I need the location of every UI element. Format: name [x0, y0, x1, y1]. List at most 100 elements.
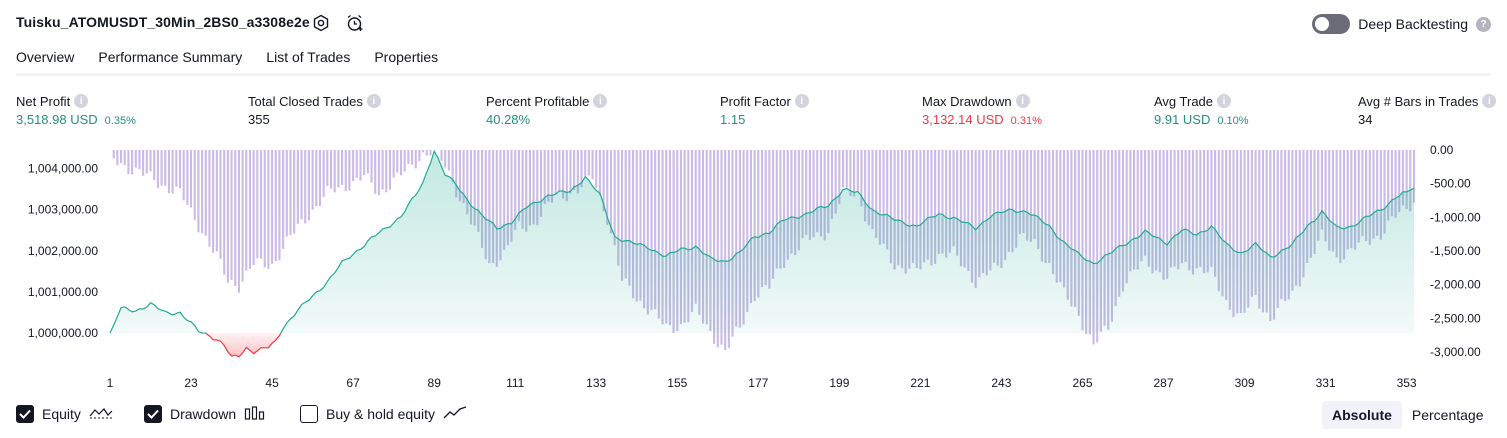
info-icon[interactable]: i: [74, 94, 89, 108]
drawdown-bar: [363, 150, 366, 176]
tab-overview[interactable]: Overview: [16, 46, 75, 76]
metric-profit-factor: Profit Factor i 1.15: [720, 92, 809, 130]
drawdown-bar: [694, 150, 697, 304]
drawdown-bar: [709, 150, 712, 331]
drawdown-bar: [864, 150, 867, 222]
drawdown-bar: [635, 150, 638, 302]
drawdown-bar: [1232, 150, 1235, 317]
tab-performance-summary[interactable]: Performance Summary: [98, 49, 243, 65]
deep-backtesting-toggle[interactable]: [1312, 14, 1351, 34]
info-icon[interactable]: i: [593, 94, 608, 108]
drawdown-bar: [399, 150, 403, 176]
drawdown-bar: [805, 150, 808, 235]
drawdown-bar: [1339, 150, 1342, 264]
drawdown-label: Drawdown: [170, 406, 237, 422]
legend-equity[interactable]: Equity: [16, 404, 113, 424]
absolute-button[interactable]: Absolute: [1322, 401, 1402, 429]
metric-percent: 0.35%: [104, 115, 136, 127]
drawdown-bar: [418, 150, 421, 162]
tab-list-of-trades[interactable]: List of Trades: [266, 49, 351, 65]
drawdown-bar: [547, 150, 550, 202]
drawdown-bar: [131, 150, 134, 175]
drawdown-bar: [1206, 150, 1209, 273]
drawdown-bar: [532, 150, 535, 225]
drawdown-bar: [477, 150, 480, 232]
equity-series: [109, 149, 1415, 358]
equity-drawdown-chart[interactable]: 1,004,000.00 1,003,000.00 1,002,000.00 1,00…: [0, 140, 1507, 396]
drawdown-bar: [352, 150, 355, 182]
drawdown-tick-label: -2,500.00: [1430, 311, 1481, 325]
drawdown-bar: [1390, 150, 1393, 217]
drawdown-bar: [329, 150, 333, 189]
info-icon[interactable]: i: [366, 94, 381, 108]
drawdown-bar: [1077, 150, 1080, 316]
settings-icon[interactable]: [312, 14, 330, 32]
drawdown-bar: [786, 150, 789, 260]
add-alert-icon[interactable]: [346, 14, 364, 32]
tab-properties[interactable]: Properties: [374, 49, 439, 65]
drawdown-bar: [1331, 150, 1335, 252]
drawdown-bar: [241, 150, 244, 282]
drawdown-bar: [212, 150, 215, 253]
drawdown-bar: [985, 150, 988, 276]
drawdown-bar: [550, 150, 554, 203]
drawdown-bar: [1276, 150, 1279, 308]
x-tick-label: 265: [1072, 376, 1092, 390]
drawdown-bar: [1357, 150, 1360, 243]
drawdown-bar: [797, 150, 800, 251]
drawdown-bar: [359, 150, 362, 181]
help-icon[interactable]: ?: [1476, 16, 1491, 32]
drawdown-bar: [978, 150, 981, 278]
drawdown-bar: [197, 150, 200, 233]
drawdown-bar: [1055, 150, 1058, 283]
drawdown-bar: [981, 150, 985, 274]
drawdown-bar: [930, 150, 933, 266]
drawdown-bar: [1085, 150, 1088, 334]
drawdown-bar: [602, 150, 605, 212]
legend-buy-hold[interactable]: Buy & hold equity: [300, 404, 467, 424]
drawdown-bar: [1398, 150, 1401, 213]
drawdown-bar: [1306, 150, 1309, 263]
buy-hold-checkbox[interactable]: [300, 405, 318, 423]
drawdown-bar: [702, 150, 705, 324]
info-icon[interactable]: i: [1015, 94, 1030, 108]
drawdown-bar: [481, 150, 484, 249]
drawdown-bar: [1074, 150, 1077, 308]
drawdown-bar: [1372, 150, 1375, 239]
info-icon[interactable]: i: [1217, 94, 1232, 108]
drawdown-bar: [816, 150, 819, 233]
drawdown-bar: [145, 150, 148, 174]
drawdown-bar: [959, 150, 962, 267]
drawdown-bar: [337, 150, 340, 188]
drawdown-bar: [344, 150, 347, 192]
drawdown-bar: [167, 150, 170, 194]
metric-label: Net Profit: [16, 93, 71, 109]
drawdown-bar: [1346, 150, 1349, 250]
drawdown-bar: [900, 150, 904, 269]
drawdown-bar: [926, 150, 929, 260]
drawdown-bar: [967, 150, 970, 271]
drawdown-bar: [304, 150, 307, 224]
drawdown-bar: [584, 150, 587, 177]
drawdown-tick-label: 0.00: [1430, 143, 1454, 157]
info-icon[interactable]: i: [1482, 94, 1497, 108]
drawdown-bar: [1401, 150, 1404, 206]
drawdown-bar: [713, 150, 716, 344]
drawdown-bar: [153, 150, 156, 181]
equity-checkbox[interactable]: [16, 405, 34, 423]
info-icon[interactable]: i: [794, 94, 809, 108]
drawdown-bar: [1269, 150, 1272, 321]
drawdown-checkbox[interactable]: [144, 405, 162, 423]
drawdown-bar: [632, 150, 635, 299]
percentage-button[interactable]: Percentage: [1411, 407, 1484, 423]
drawdown-bar: [495, 150, 498, 267]
x-tick-label: 331: [1316, 376, 1336, 390]
drawdown-bar: [1258, 150, 1261, 309]
drawdown-bar: [1144, 150, 1147, 256]
drawdown-bar: [1284, 150, 1287, 302]
drawdown-bar: [510, 150, 513, 242]
drawdown-bar: [1328, 150, 1331, 251]
drawdown-bar: [1088, 150, 1091, 335]
legend-drawdown[interactable]: Drawdown: [144, 404, 266, 424]
equity-axis: 1,004,000.00 1,003,000.00 1,002,000.00 1,00…: [28, 162, 98, 341]
